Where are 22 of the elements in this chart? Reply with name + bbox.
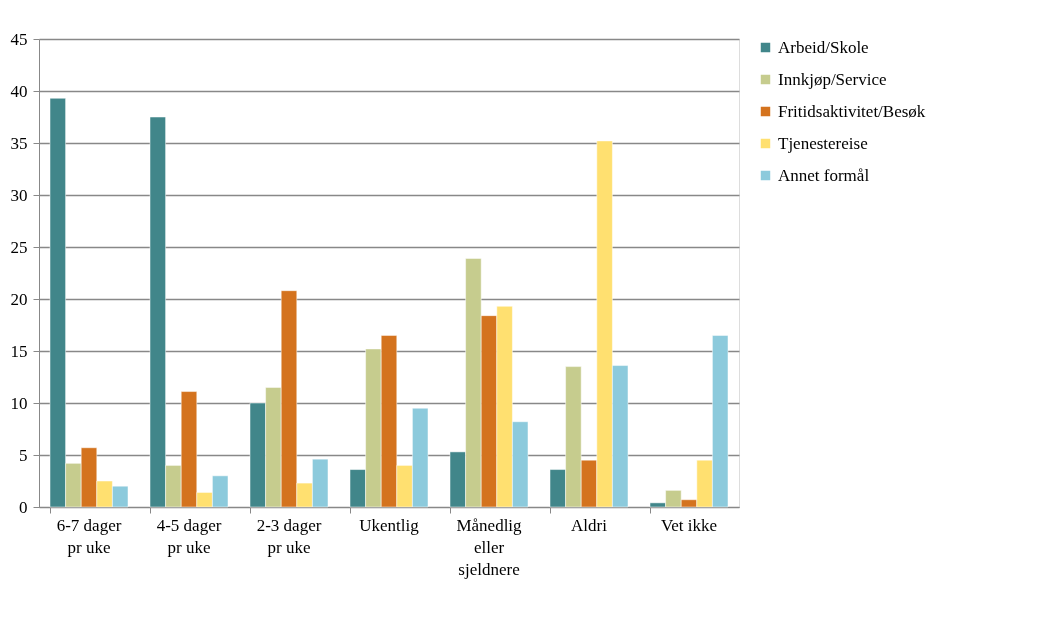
x-tick-label: 2-3 dager pr uke — [256, 515, 322, 557]
y-tick-label: 45 — [10, 29, 28, 49]
y-tick-label: 15 — [10, 341, 28, 361]
x-tick-label: 4-5 dager pr uke — [156, 515, 222, 557]
y-tick-label: 40 — [10, 81, 28, 101]
y-tick-label: 5 — [19, 445, 28, 465]
y-tick-label: 25 — [10, 237, 28, 257]
y-tick-label: 35 — [10, 133, 28, 153]
y-tick-label: 20 — [10, 289, 28, 309]
legend-label: Innkjøp/Service — [778, 69, 887, 89]
x-tick-label: Ukentlig — [359, 515, 420, 535]
legend-label: Tjenestereise — [778, 133, 868, 153]
legend-label: Arbeid/Skole — [778, 37, 869, 57]
y-tick-label: 30 — [10, 185, 28, 205]
y-tick-label: 0 — [19, 497, 28, 517]
legend-label: Annet formål — [778, 165, 870, 185]
x-tick-label: Aldri — [571, 515, 608, 535]
x-tick-label: 6-7 dager pr uke — [56, 515, 122, 557]
x-tick-label: Månedlig eller sjeldnere — [456, 515, 523, 579]
x-tick-label: Vet ikke — [660, 515, 718, 535]
y-tick-label: 10 — [10, 393, 28, 413]
legend-label: Fritidsaktivitet/Besøk — [778, 101, 926, 121]
